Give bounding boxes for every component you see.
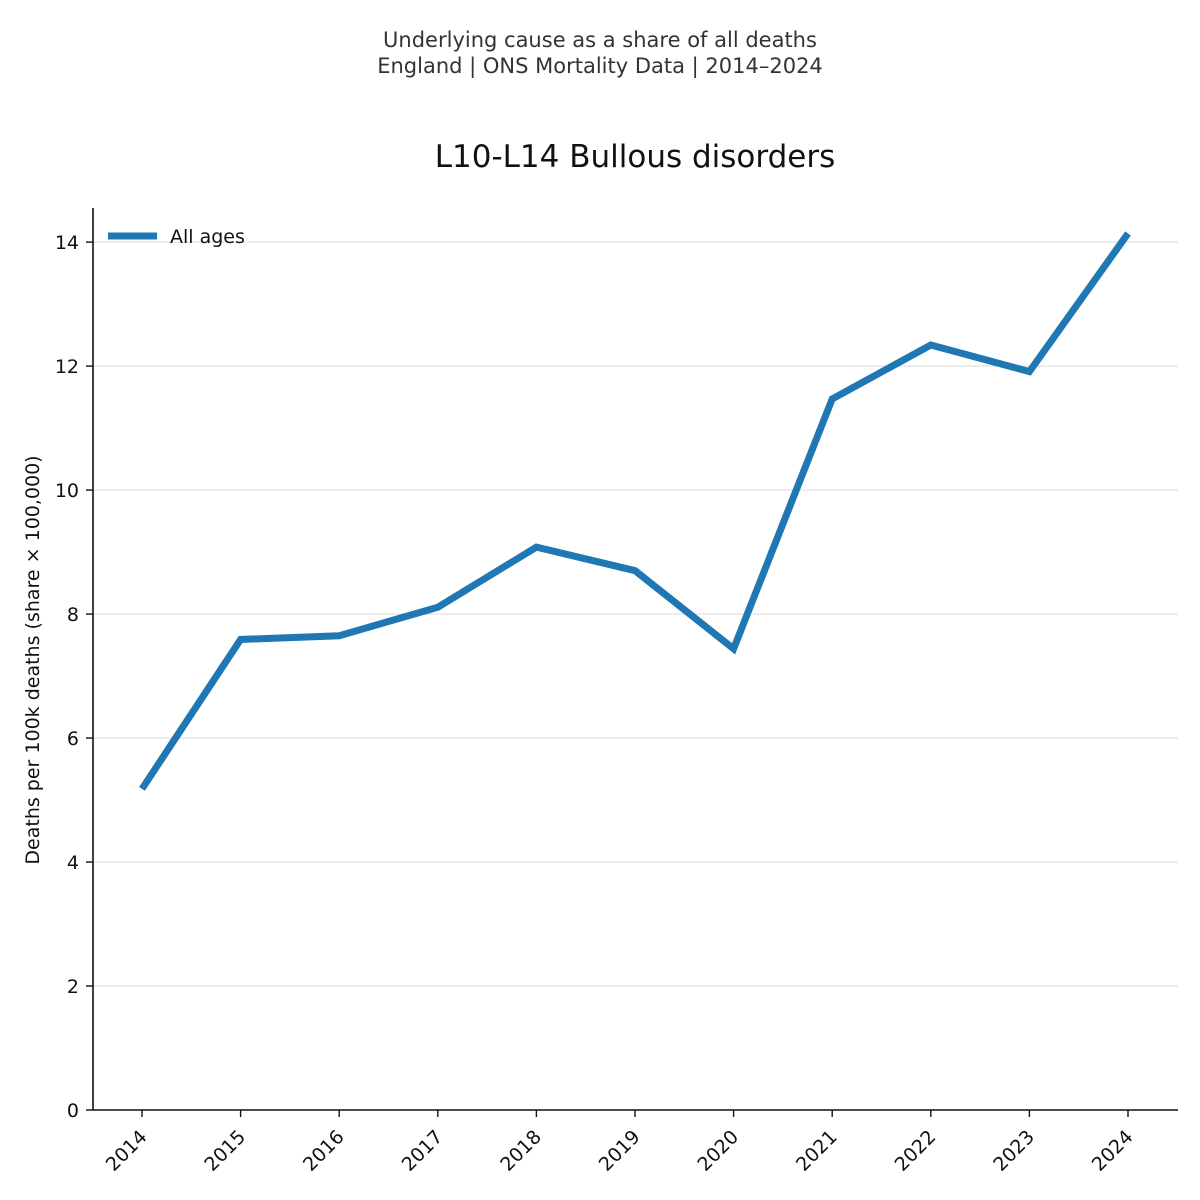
gridlines [93, 241, 1178, 987]
y-tick-label-14: 14 [55, 232, 79, 254]
x-tick-label-2021: 2021 [792, 1126, 842, 1176]
legend: All ages [108, 226, 245, 248]
x-tick-label-2016: 2016 [299, 1126, 349, 1176]
y-tick-label-2: 2 [67, 976, 79, 998]
series-group [139, 231, 1131, 791]
y-tick-label-4: 4 [67, 852, 79, 874]
y-tick-label-12: 12 [55, 356, 79, 378]
chart-suptitle-line-1: Underlying cause as a share of all death… [383, 28, 817, 52]
chart-title: L10-L14 Bullous disorders [435, 139, 836, 175]
x-axis-ticks: 2014 2015 2016 2017 2018 2019 2020 2021 2022 2023… [102, 1110, 1138, 1176]
x-tick-label-2017: 2017 [398, 1126, 448, 1176]
legend-label-0: All ages [170, 226, 245, 248]
x-tick-label-2019: 2019 [595, 1126, 645, 1176]
x-tick-label-2014: 2014 [102, 1126, 152, 1176]
series-line-0 [139, 231, 1131, 791]
chart-suptitle-line-2: England | ONS Mortality Data | 2014–2024 [377, 54, 823, 78]
y-tick-label-10: 10 [55, 480, 79, 502]
x-tick-label-2015: 2015 [200, 1126, 250, 1176]
x-tick-label-2022: 2022 [891, 1126, 941, 1176]
y-axis-label: Deaths per 100k deaths (share × 100,000) [22, 455, 44, 864]
y-axis-ticks: 0 2 4 6 8 10 12 14 [55, 232, 93, 1122]
axes [92, 208, 1178, 1111]
x-tick-label-2024: 2024 [1088, 1126, 1138, 1176]
y-tick-label-0: 0 [67, 1100, 79, 1122]
x-tick-label-2020: 2020 [693, 1126, 743, 1176]
x-tick-label-2018: 2018 [496, 1126, 546, 1176]
x-tick-label-2023: 2023 [989, 1126, 1039, 1176]
y-tick-label-6: 6 [67, 728, 79, 750]
y-tick-label-8: 8 [67, 604, 79, 626]
